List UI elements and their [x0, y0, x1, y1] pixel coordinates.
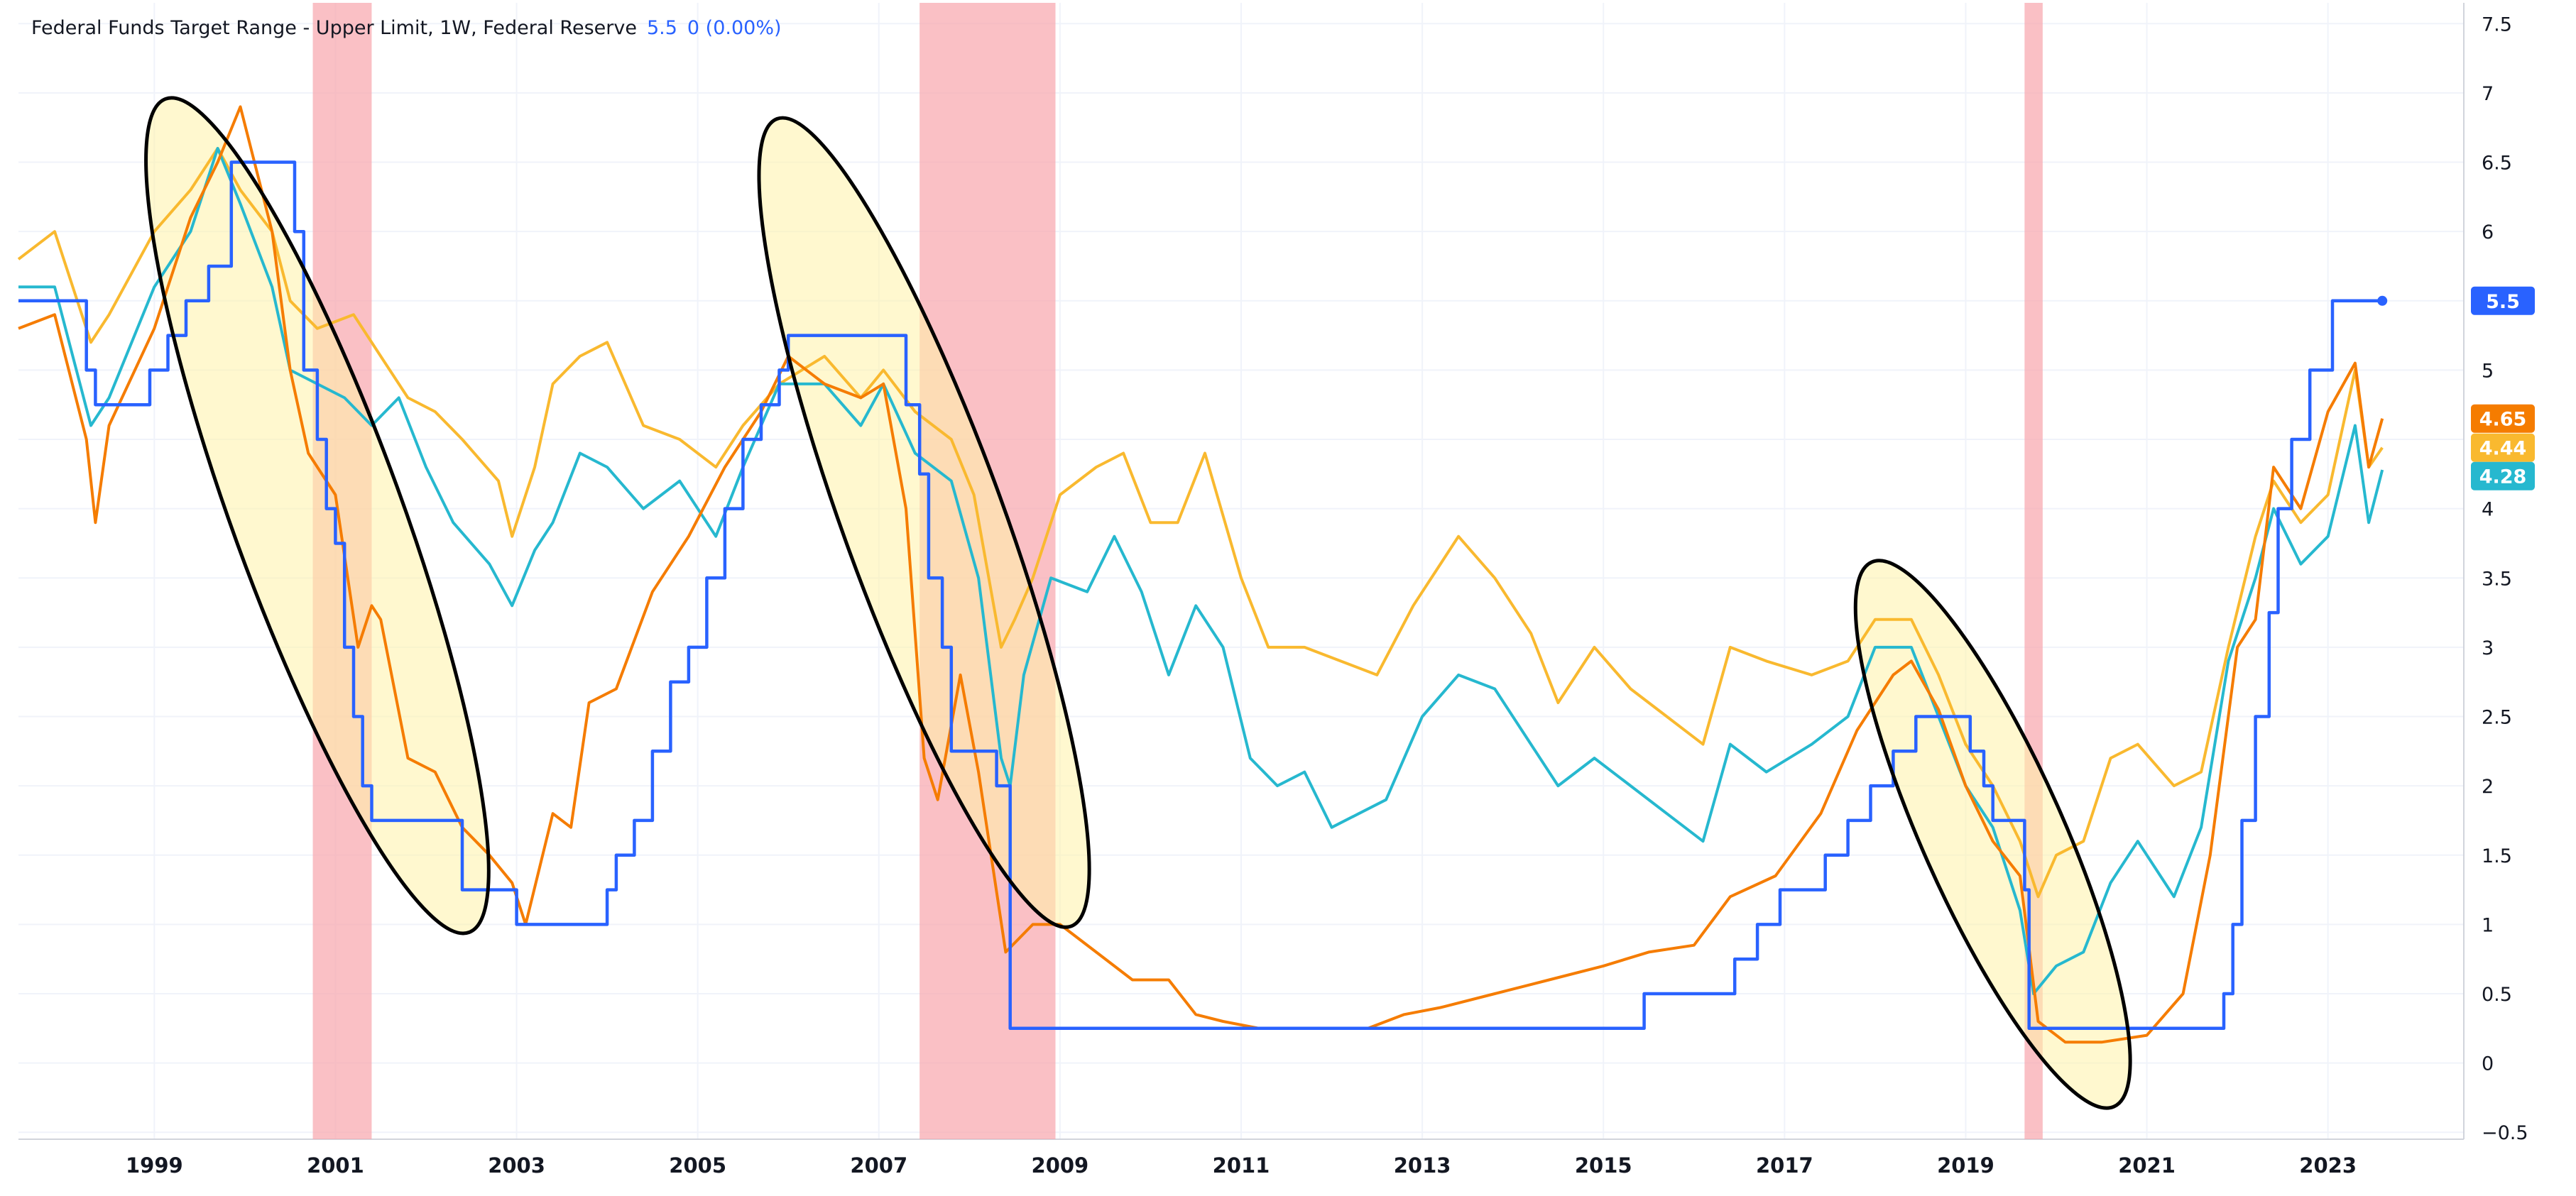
y-tick-label: 7.5	[2482, 13, 2512, 35]
last-value-badge-bg	[2471, 286, 2535, 315]
highlight-ellipse-outline	[144, 96, 491, 936]
highlight-ellipse-fill	[146, 97, 489, 933]
last-value-badge-text: 4.28	[2479, 466, 2527, 488]
y-tick-label: 6	[2482, 221, 2494, 243]
last-value-badge: 4.65	[2471, 404, 2535, 433]
y-axis[interactable]: 7.5 7 6.5 6 5 4 3.5 3 2.5 2 1.5 1 0.5 0 −0.5	[2482, 13, 2528, 1144]
x-tick-label: 2013	[1394, 1153, 1451, 1178]
highlight-ellipse-outline	[1853, 559, 2132, 1110]
series-last-point	[2377, 295, 2388, 306]
y-tick-label: 7	[2482, 83, 2494, 105]
highlight-ellipse-fill	[759, 118, 1090, 928]
y-tick-label: 0.5	[2482, 984, 2512, 1006]
highlight-ellipses-fill	[146, 97, 2131, 1109]
x-tick-label: 2015	[1575, 1153, 1632, 1178]
highlight-ellipse-outline	[757, 116, 1091, 929]
x-tick-label: 2019	[1937, 1153, 1994, 1178]
series-lines	[17, 105, 2388, 1044]
x-tick-label: 2001	[307, 1153, 364, 1178]
x-tick-label: 2003	[488, 1153, 545, 1178]
x-tick-label: 2009	[1032, 1153, 1089, 1178]
last-value-badge-bg	[2471, 433, 2535, 462]
x-tick-label: 2023	[2299, 1153, 2357, 1178]
y-tick-label: 1	[2482, 914, 2494, 936]
x-axis[interactable]: 1999 2001 2003 2005 2007 2009 2011 2013 2015 2017…	[126, 1153, 2357, 1178]
last-value-badge: 4.28	[2471, 461, 2535, 490]
last-value-badge-text: 4.65	[2479, 409, 2527, 431]
last-value-labels: 5.5 4.65 4.44 4.28	[2471, 286, 2535, 490]
y-tick-label: 3.5	[2482, 568, 2512, 590]
y-tick-label: −0.5	[2482, 1122, 2528, 1144]
highlight-ellipses-outline	[144, 96, 2132, 1110]
chart-legend[interactable]: Federal Funds Target Range - Upper Limit…	[31, 17, 782, 39]
last-value-badge-bg	[2471, 461, 2535, 490]
y-tick-label: 0	[2482, 1053, 2494, 1075]
x-tick-label: 2021	[2118, 1153, 2176, 1178]
last-value-badge-text: 5.5	[2486, 291, 2520, 313]
legend-value: 5.5	[646, 17, 677, 39]
series-line-teal	[18, 147, 2384, 995]
y-tick-label: 2.5	[2482, 707, 2512, 729]
x-tick-label: 2011	[1213, 1153, 1270, 1178]
highlight-ellipse-fill	[1855, 560, 2131, 1109]
y-tick-label: 4	[2482, 499, 2494, 521]
recession-bands	[312, 3, 2043, 1139]
x-tick-label: 2007	[850, 1153, 907, 1178]
series-line-fed-funds-upper-limit	[18, 160, 2383, 1031]
last-value-badge: 4.44	[2471, 433, 2535, 462]
y-tick-label: 5	[2482, 360, 2494, 382]
series-line-yellow	[17, 147, 2384, 899]
x-tick-label: 2017	[1756, 1153, 1813, 1178]
last-value-badge-text: 4.44	[2479, 438, 2527, 460]
legend-change: 0 (0.00%)	[687, 17, 782, 39]
y-tick-label: 2	[2482, 776, 2494, 798]
last-value-badge: 5.5	[2471, 286, 2535, 315]
last-value-badge-bg	[2471, 404, 2535, 433]
y-tick-label: 6.5	[2482, 153, 2512, 175]
y-tick-label: 1.5	[2482, 845, 2512, 867]
series-line-orange	[18, 105, 2384, 1044]
legend-title: Federal Funds Target Range - Upper Limit…	[31, 17, 637, 39]
x-tick-label: 2005	[669, 1153, 726, 1178]
x-tick-label: 1999	[126, 1153, 183, 1178]
y-tick-label: 3	[2482, 637, 2494, 659]
